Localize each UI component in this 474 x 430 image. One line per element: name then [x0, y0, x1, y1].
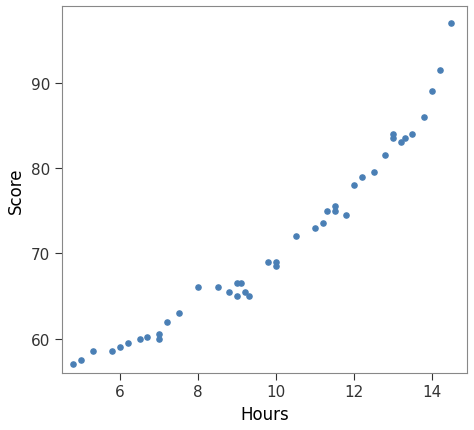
Point [389, 135, 397, 142]
Point [350, 182, 358, 189]
Point [331, 208, 338, 215]
Point [420, 114, 428, 121]
Point [144, 334, 151, 341]
Point [370, 169, 377, 176]
Point [175, 310, 182, 317]
Point [323, 208, 330, 215]
Point [311, 225, 319, 232]
Point [331, 203, 338, 210]
Point [233, 280, 241, 287]
Point [389, 131, 397, 138]
Point [155, 335, 163, 342]
Point [109, 348, 116, 355]
Point [136, 335, 144, 342]
Point [194, 284, 202, 291]
Point [272, 259, 280, 266]
Point [358, 174, 365, 181]
Point [397, 140, 405, 147]
Point [342, 212, 350, 219]
Point [237, 280, 245, 287]
Point [319, 221, 327, 227]
Point [382, 152, 389, 159]
Point [124, 340, 132, 347]
Point [245, 293, 253, 300]
Y-axis label: Score: Score [7, 167, 25, 213]
Point [428, 89, 436, 95]
Point [233, 293, 241, 300]
Point [70, 361, 77, 368]
Point [226, 289, 233, 295]
Point [214, 284, 221, 291]
Point [116, 344, 124, 351]
Point [409, 131, 416, 138]
Point [264, 259, 272, 266]
Point [89, 348, 97, 355]
X-axis label: Hours: Hours [240, 405, 289, 423]
Point [401, 135, 409, 142]
Point [241, 289, 249, 295]
Point [292, 233, 300, 240]
Point [272, 263, 280, 270]
Point [447, 21, 455, 28]
Point [436, 68, 444, 74]
Point [155, 331, 163, 338]
Point [77, 356, 85, 363]
Point [163, 318, 171, 325]
